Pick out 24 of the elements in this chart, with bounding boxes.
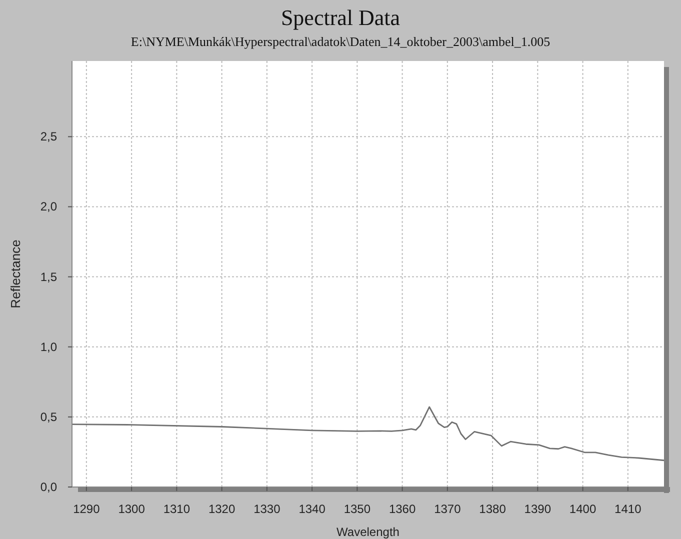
x-tick-label: 1290 [73, 502, 100, 516]
y-tick-label: 0,5 [40, 410, 58, 424]
chart-title: Spectral Data [280, 5, 400, 30]
y-axis-title: Reflectance [8, 240, 23, 308]
y-tick-label: 2,0 [40, 200, 58, 214]
y-tick-label: 1,0 [40, 340, 58, 354]
x-tick-label: 1370 [434, 502, 462, 516]
x-tick-label: 1340 [298, 502, 326, 516]
y-tick-label: 1,5 [40, 270, 58, 284]
x-tick-label: 1330 [254, 502, 281, 516]
x-axis-title: Wavelength [336, 525, 400, 539]
x-tick-label: 1310 [163, 502, 190, 516]
line-series [72, 406, 664, 462]
x-tick-label: 1300 [118, 502, 146, 516]
y-tick-label: 0,0 [40, 480, 58, 494]
x-tick-label: 1380 [479, 502, 506, 516]
x-tick-label: 1390 [524, 502, 552, 516]
x-tick-label: 1400 [569, 502, 596, 516]
x-tick-label: 1350 [344, 502, 371, 516]
x-tick-label: 1410 [614, 502, 642, 516]
chart-subtitle: E:\NYME\Munkák\Hyperspectral\adatok\Daten_14_oktober_2003\ambel_1.005 [130, 34, 550, 49]
x-tick-label: 1320 [208, 502, 236, 516]
x-tick-label: 1360 [388, 502, 416, 516]
y-tick-label: 2,5 [40, 130, 58, 144]
